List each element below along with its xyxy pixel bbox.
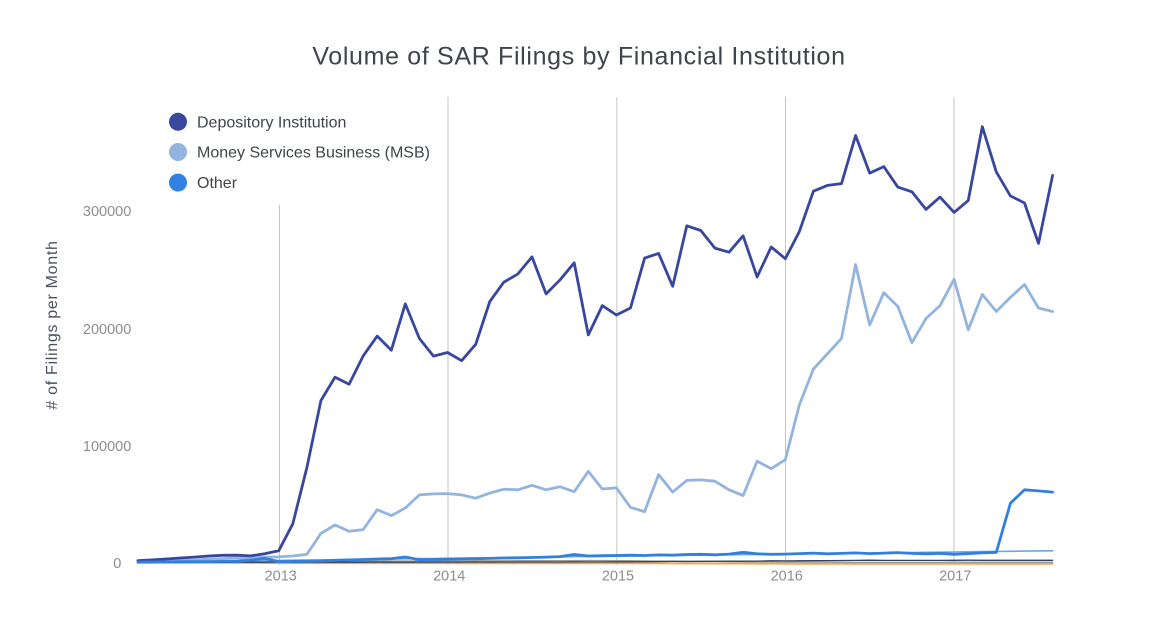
svg-text:100000: 100000	[83, 439, 131, 455]
svg-text:# of Filings per Month: # of Filings per Month	[44, 240, 61, 409]
svg-text:Other: Other	[197, 175, 238, 192]
svg-text:200000: 200000	[83, 322, 131, 338]
svg-text:2015: 2015	[602, 569, 634, 585]
svg-text:2016: 2016	[771, 569, 803, 585]
svg-text:300000: 300000	[83, 204, 131, 220]
svg-text:2013: 2013	[265, 569, 297, 585]
svg-text:Money Services Business (MSB): Money Services Business (MSB)	[197, 145, 430, 162]
svg-text:Depository Institution: Depository Institution	[197, 114, 346, 131]
svg-text:2017: 2017	[939, 569, 971, 585]
svg-text:Volume of SAR Filings by Finan: Volume of SAR Filings by Financial Insti…	[312, 43, 845, 71]
svg-text:0: 0	[113, 556, 121, 572]
svg-text:2014: 2014	[433, 569, 465, 585]
